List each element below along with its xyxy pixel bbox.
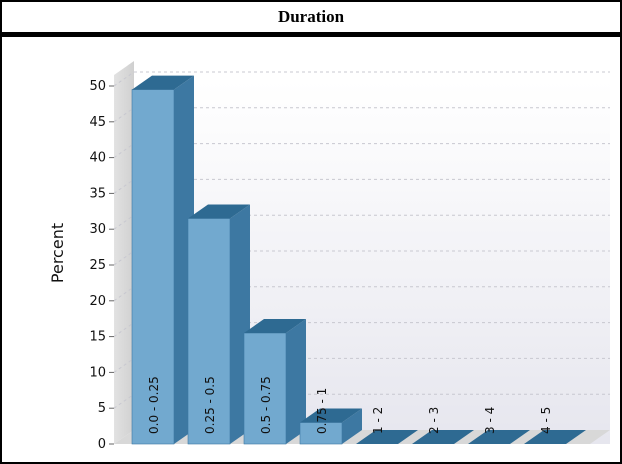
bar-category-label: 3 - 4 — [483, 407, 497, 434]
bar-top — [524, 430, 586, 444]
y-tick-label: 35 — [89, 186, 106, 201]
grid-line — [113, 143, 135, 159]
grid-line — [113, 214, 135, 230]
bar-chart: 0 5 10 15 20 25 30 35 40 45 50 0.0 - 0.25 0.25 - 0.5… — [48, 61, 610, 452]
bar-category-label: 0.75 - 1 — [315, 388, 329, 434]
y-axis-label: Percent — [48, 223, 67, 283]
bar — [243, 319, 306, 445]
y-tick-label: 10 — [89, 365, 106, 380]
bar-front — [187, 218, 231, 445]
bar-front — [131, 89, 175, 445]
bar — [412, 430, 474, 444]
grid-line — [113, 107, 135, 123]
chart-title: Duration — [2, 2, 620, 37]
bar-top — [244, 319, 306, 334]
bar-category-label: 2 - 3 — [427, 407, 441, 434]
bar-side — [286, 319, 306, 444]
bar-category-label: 1 - 2 — [371, 407, 385, 434]
bar — [299, 408, 362, 445]
bar-category-label: 0.5 - 0.75 — [259, 376, 273, 434]
bar — [131, 75, 194, 445]
bar — [356, 430, 418, 444]
bar-category-label: 0.25 - 0.5 — [203, 376, 217, 434]
grid-line — [113, 393, 135, 409]
y-tick-label: 0 — [98, 437, 106, 452]
bar-side — [342, 408, 362, 444]
bar-top — [468, 430, 530, 444]
bar-category-label: 4 - 5 — [539, 407, 553, 434]
y-tick-label: 20 — [89, 294, 106, 309]
bar-category-label: 0.0 - 0.25 — [147, 376, 161, 434]
bar-top — [412, 430, 474, 444]
bar — [524, 430, 586, 444]
y-tick-label: 5 — [98, 401, 106, 416]
y-tick-label: 50 — [89, 79, 106, 94]
y-tick-label: 45 — [89, 115, 106, 130]
grid-line — [113, 178, 135, 194]
bar-top — [188, 204, 250, 219]
y-tick-label: 30 — [89, 222, 106, 237]
left-wall — [114, 61, 134, 444]
bar-top — [356, 430, 418, 444]
bar-front — [243, 332, 287, 445]
y-tick-label: 25 — [89, 258, 106, 273]
grid-line — [113, 322, 135, 338]
bar-top — [132, 75, 194, 90]
grid-line — [113, 286, 135, 302]
bar — [187, 204, 250, 445]
grid-line — [113, 357, 135, 373]
grid-line — [113, 71, 135, 87]
bar-top — [300, 408, 362, 423]
grid-line — [113, 250, 135, 266]
bar — [468, 430, 530, 444]
y-tick-label: 40 — [89, 151, 106, 166]
y-tick-label: 15 — [89, 330, 106, 345]
